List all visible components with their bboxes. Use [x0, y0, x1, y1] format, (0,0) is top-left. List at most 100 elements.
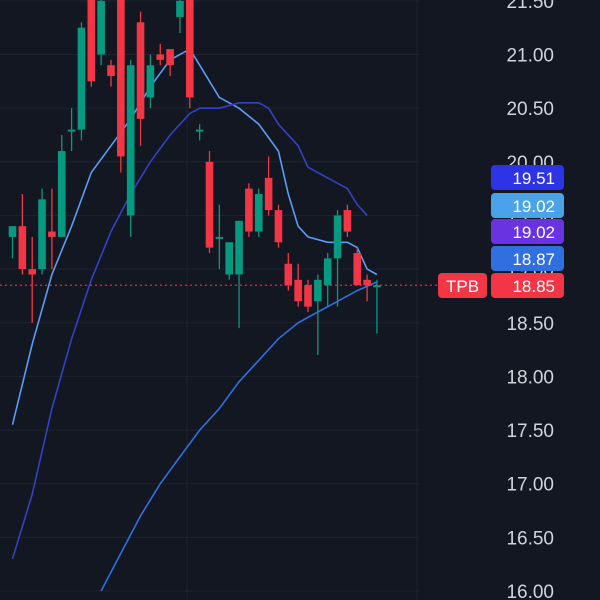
- candle-body: [343, 210, 352, 232]
- candle-up: [176, 0, 184, 34]
- price-label-text: 19.51: [512, 169, 555, 188]
- candle-up: [373, 279, 381, 334]
- candle-body: [77, 27, 86, 130]
- price-label-box: [491, 165, 564, 190]
- price-label-text: 18.87: [512, 250, 555, 269]
- candle-body: [38, 199, 46, 270]
- candle-body: [186, 0, 194, 98]
- y-tick-label: 17.00: [506, 475, 554, 496]
- candle-body: [264, 177, 273, 211]
- candle-up: [235, 220, 243, 329]
- candle-body: [117, 0, 125, 157]
- candle-body: [136, 22, 145, 119]
- candle-down: [294, 263, 302, 307]
- candle-up: [57, 134, 66, 237]
- candle-body: [284, 263, 293, 286]
- candle-up: [126, 59, 135, 237]
- candle-down: [363, 274, 371, 302]
- y-tick-label: 21.50: [506, 0, 554, 13]
- candle-down: [205, 151, 214, 254]
- candle-up: [8, 226, 17, 259]
- candle-body: [126, 65, 135, 216]
- price-label-box: [491, 246, 564, 271]
- candle-up: [215, 204, 224, 270]
- price-label-text: 19.02: [512, 223, 555, 242]
- candle-body: [156, 54, 165, 60]
- candle-body: [373, 285, 381, 288]
- candle-body: [8, 226, 17, 237]
- candle-up: [195, 124, 204, 141]
- candle-body: [195, 129, 204, 132]
- candle-body: [274, 210, 283, 243]
- candle-down: [166, 49, 174, 76]
- candle-body: [235, 220, 243, 275]
- candle-body: [97, 0, 105, 55]
- candle-down: [343, 204, 352, 237]
- candle-body: [215, 236, 224, 239]
- candle-down: [304, 279, 312, 313]
- candle-body: [333, 215, 342, 259]
- ticker-label: TPB: [446, 277, 479, 296]
- price-label-text: 18.85: [512, 277, 555, 296]
- price-label: 18.85: [491, 273, 564, 298]
- candle-down: [28, 236, 36, 323]
- candle-up: [323, 253, 332, 307]
- candle-down: [48, 188, 56, 270]
- candle-body: [18, 226, 27, 270]
- candle-body: [294, 279, 302, 302]
- y-tick-label: 18.00: [506, 367, 554, 388]
- candle-body: [314, 279, 322, 302]
- candle-body: [176, 0, 184, 17]
- candle-down: [136, 11, 145, 146]
- ticker-badge: TPB: [438, 273, 487, 298]
- candle-down: [117, 0, 125, 173]
- candle-up: [77, 22, 86, 141]
- ticker-badge-box: [438, 273, 487, 298]
- grid: [0, 0, 420, 600]
- candle-down: [353, 247, 362, 286]
- candle-up: [97, 0, 105, 66]
- moving-average-line: [100, 281, 378, 592]
- candle-down: [18, 193, 27, 275]
- candle-down: [274, 204, 283, 248]
- candle-down: [107, 59, 115, 87]
- price-label-box: [491, 219, 564, 244]
- candle-down: [284, 253, 293, 291]
- price-label: 18.87: [491, 246, 564, 271]
- candle-body: [205, 161, 214, 248]
- price-label-text: 19.02: [512, 197, 555, 216]
- y-tick-label: 16.50: [506, 528, 554, 549]
- y-tick-label: 18.50: [506, 314, 554, 335]
- candle-down: [156, 43, 165, 66]
- candle-up: [38, 188, 46, 275]
- candle-down: [87, 0, 96, 87]
- candle-up: [67, 108, 76, 152]
- candle-body: [166, 49, 174, 66]
- moving-averages: [11, 48, 378, 592]
- moving-average-line: [11, 48, 378, 425]
- candle-body: [67, 129, 76, 132]
- candle-body: [245, 188, 253, 232]
- candle-body: [57, 151, 66, 237]
- candle-up: [333, 210, 342, 307]
- candle-body: [353, 253, 362, 286]
- price-axis: 16.0016.5017.0017.5018.0018.5019.0019.50…: [506, 0, 554, 600]
- candle-body: [323, 258, 332, 286]
- candle-body: [48, 231, 56, 237]
- candle-body: [254, 193, 263, 232]
- y-tick-label: 16.00: [506, 582, 554, 600]
- candle-up: [254, 188, 263, 237]
- candle-body: [28, 269, 36, 275]
- candle-body: [225, 242, 233, 275]
- price-label-box: [491, 193, 564, 218]
- price-label-box: [491, 273, 564, 298]
- candle-up: [314, 274, 322, 355]
- price-label: 19.51: [491, 165, 564, 190]
- price-label: 19.02: [491, 219, 564, 244]
- candle-body: [363, 279, 371, 286]
- candle-body: [304, 285, 312, 307]
- moving-average-line: [11, 102, 368, 560]
- candle-down: [186, 0, 194, 109]
